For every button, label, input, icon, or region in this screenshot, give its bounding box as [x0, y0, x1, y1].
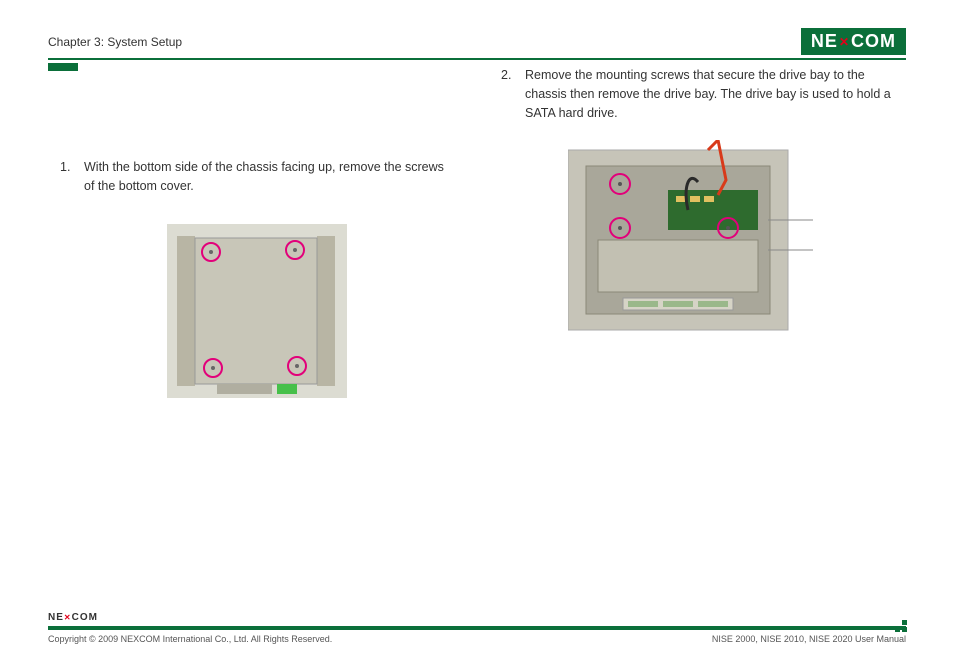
logo-part-1: NE: [811, 31, 838, 52]
drive-bay-illustration: [568, 140, 828, 340]
step-2: 2. Remove the mounting screws that secur…: [501, 66, 894, 122]
chapter-title: Chapter 3: System Setup: [48, 35, 182, 49]
figure-right: [501, 140, 894, 340]
brand-logo: NE✕COM: [801, 28, 906, 55]
footer-logo-part-2: COM: [72, 612, 98, 623]
footer-logo-x-icon: ✕: [64, 613, 72, 622]
chassis-bottom-illustration: [167, 224, 347, 398]
logo-x-icon: ✕: [839, 35, 850, 49]
step-1-text: With the bottom side of the chassis faci…: [84, 158, 453, 196]
copyright-text: Copyright © 2009 NEXCOM International Co…: [48, 634, 332, 644]
step-1: 1. With the bottom side of the chassis f…: [60, 158, 453, 196]
doc-title: NISE 2000, NISE 2010, NISE 2020 User Man…: [712, 634, 906, 644]
header-rule: [48, 58, 906, 60]
step-2-number: 2.: [501, 66, 515, 122]
footer-logo: NE✕COM: [48, 612, 906, 623]
page-mark: [48, 63, 78, 71]
step-1-number: 1.: [60, 158, 74, 196]
step-2-text: Remove the mounting screws that secure t…: [525, 66, 894, 122]
footer-rule: [48, 626, 906, 630]
figure-left: [60, 224, 453, 398]
footer-logo-part-1: NE: [48, 612, 64, 623]
logo-part-2: COM: [851, 31, 896, 52]
footer-squares-icon: [895, 620, 907, 632]
